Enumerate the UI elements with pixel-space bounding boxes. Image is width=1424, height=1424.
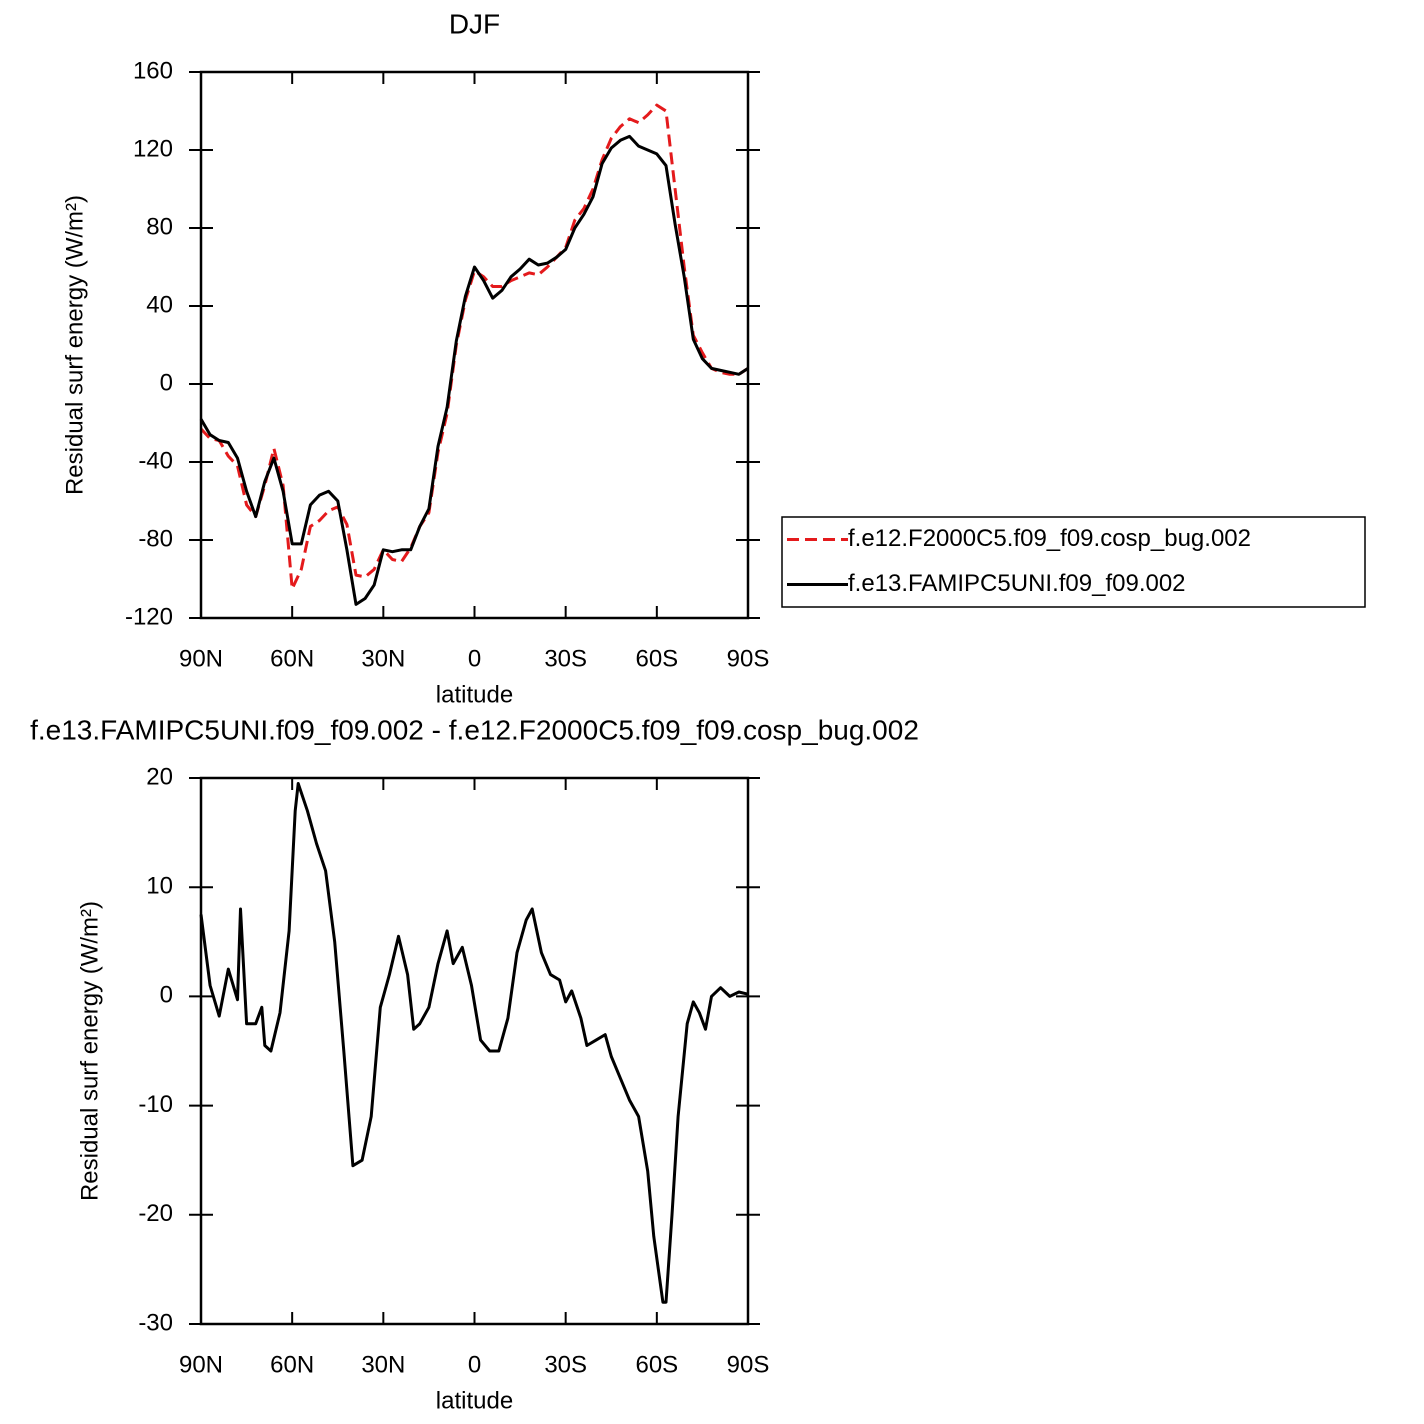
legend-label: f.e12.F2000C5.f09_f09.cosp_bug.002 <box>848 525 1251 552</box>
data-line <box>199 782 749 1304</box>
x-axis-label: latitude <box>436 1387 513 1414</box>
x-tick-label: 90N <box>179 645 223 672</box>
x-tick-label: 60N <box>270 645 314 672</box>
x-tick-label: 0 <box>468 645 481 672</box>
x-tick-label: 90S <box>727 1351 770 1378</box>
plot-frame <box>199 70 750 620</box>
y-tick-label: -40 <box>138 447 173 474</box>
legend-box <box>781 516 1366 608</box>
y-tick-label: -80 <box>138 525 173 552</box>
y-axis-label: Residual surf energy (W/m²) <box>61 195 88 495</box>
chart-title: f.e13.FAMIPC5UNI.f09_f09.002 - f.e12.F20… <box>30 714 919 745</box>
y-tick-label: 80 <box>146 213 173 240</box>
y-tick-label: -20 <box>138 1200 173 1227</box>
y-tick-label: 40 <box>146 291 173 318</box>
y-tick-label: -10 <box>138 1091 173 1118</box>
x-tick-label: 30S <box>544 645 587 672</box>
y-tick-label: 0 <box>160 982 173 1009</box>
x-tick-label: 60N <box>270 1351 314 1378</box>
legend-label: f.e13.FAMIPC5UNI.f09_f09.002 <box>848 570 1186 597</box>
x-tick-label: 90S <box>727 645 770 672</box>
y-tick-label: 0 <box>160 369 173 396</box>
x-tick-label: 60S <box>635 645 678 672</box>
x-axis-label: latitude <box>436 681 513 708</box>
y-tick-label: 160 <box>133 57 173 84</box>
data-line <box>199 103 749 591</box>
y-axis-label: Residual surf energy (W/m²) <box>76 901 103 1201</box>
y-tick-label: 120 <box>133 135 173 162</box>
x-tick-label: 60S <box>635 1351 678 1378</box>
x-tick-label: 30N <box>361 645 405 672</box>
x-tick-label: 30N <box>361 1351 405 1378</box>
y-tick-label: -120 <box>125 603 173 630</box>
x-tick-label: 30S <box>544 1351 587 1378</box>
plot-frame <box>199 776 750 1326</box>
y-tick-label: -30 <box>138 1309 173 1336</box>
y-tick-label: 20 <box>146 763 173 790</box>
data-line <box>199 134 749 606</box>
chart-title: DJF <box>449 8 500 39</box>
x-tick-label: 0 <box>468 1351 481 1378</box>
x-tick-label: 90N <box>179 1351 223 1378</box>
y-tick-label: 10 <box>146 873 173 900</box>
